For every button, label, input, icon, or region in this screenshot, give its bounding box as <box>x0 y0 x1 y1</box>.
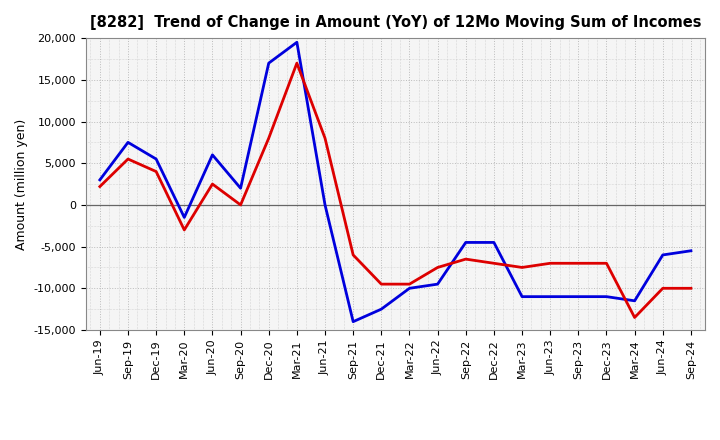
Ordinary Income <box>124 140 132 145</box>
Net Income <box>518 265 526 270</box>
Net Income <box>236 202 245 208</box>
Ordinary Income <box>292 40 301 45</box>
Ordinary Income <box>264 60 273 66</box>
Ordinary Income <box>546 294 554 299</box>
Net Income <box>574 260 582 266</box>
Ordinary Income <box>96 177 104 183</box>
Ordinary Income <box>574 294 582 299</box>
Net Income <box>264 136 273 141</box>
Net Income <box>687 286 696 291</box>
Ordinary Income <box>659 252 667 257</box>
Ordinary Income <box>405 286 414 291</box>
Ordinary Income <box>208 152 217 158</box>
Net Income <box>377 282 386 287</box>
Net Income <box>630 315 639 320</box>
Ordinary Income <box>152 156 161 161</box>
Ordinary Income <box>236 186 245 191</box>
Net Income <box>546 260 554 266</box>
Net Income <box>124 156 132 161</box>
Ordinary Income <box>602 294 611 299</box>
Ordinary Income <box>377 307 386 312</box>
Net Income <box>320 136 329 141</box>
Ordinary Income <box>320 202 329 208</box>
Ordinary Income <box>433 282 442 287</box>
Net Income <box>405 282 414 287</box>
Net Income <box>180 227 189 233</box>
Net Income <box>152 169 161 174</box>
Line: Ordinary Income: Ordinary Income <box>100 42 691 322</box>
Net Income <box>96 184 104 189</box>
Net Income <box>349 252 358 257</box>
Ordinary Income <box>518 294 526 299</box>
Ordinary Income <box>180 215 189 220</box>
Net Income <box>292 60 301 66</box>
Ordinary Income <box>687 248 696 253</box>
Net Income <box>208 181 217 187</box>
Ordinary Income <box>630 298 639 304</box>
Net Income <box>490 260 498 266</box>
Net Income <box>462 257 470 262</box>
Line: Net Income: Net Income <box>100 63 691 318</box>
Net Income <box>433 265 442 270</box>
Net Income <box>659 286 667 291</box>
Net Income <box>602 260 611 266</box>
Y-axis label: Amount (million yen): Amount (million yen) <box>15 118 28 249</box>
Title: [8282]  Trend of Change in Amount (YoY) of 12Mo Moving Sum of Incomes: [8282] Trend of Change in Amount (YoY) o… <box>89 15 701 30</box>
Ordinary Income <box>462 240 470 245</box>
Ordinary Income <box>349 319 358 324</box>
Ordinary Income <box>490 240 498 245</box>
